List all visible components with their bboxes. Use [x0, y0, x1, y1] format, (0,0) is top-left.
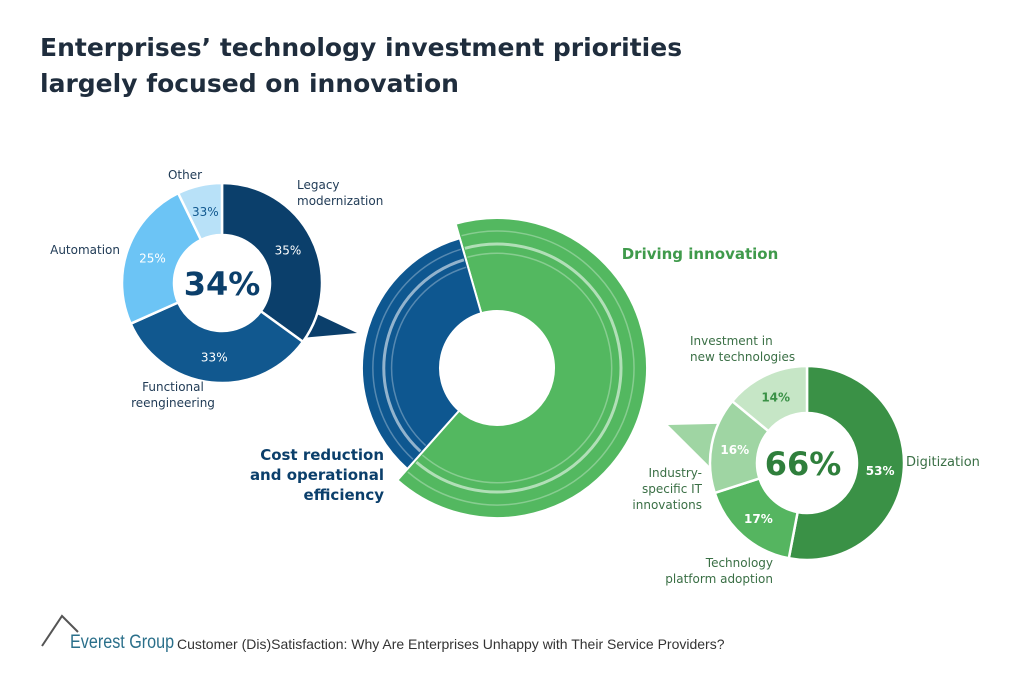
- cost-slice-1: [128, 300, 305, 385]
- main-slice-0: [395, 217, 648, 519]
- label-cost-reduction: Cost reduction and operational efficiency: [250, 446, 384, 504]
- innovation-legend-digitization: Digitization: [906, 455, 980, 470]
- chart-title: Enterprises’ technology investment prior…: [40, 33, 683, 98]
- innovation-legend-industry: Industry-specific IT innovations: [632, 466, 702, 512]
- brand-logo-text: Everest Group: [70, 632, 175, 653]
- innovation-legend-platform: Technology platform adoption: [665, 556, 773, 586]
- cost-callout-pointer: [303, 313, 357, 338]
- cost-slice-label: 33%: [192, 205, 219, 219]
- innovation-slice-label: 14%: [761, 390, 790, 404]
- innovation-slice-3: [730, 364, 809, 433]
- cost-slice-2: [120, 191, 203, 326]
- cost-slice-label: 35%: [275, 243, 302, 257]
- cost-legend-automation: Automation: [50, 243, 120, 257]
- innovation-slice-label: 17%: [744, 512, 773, 526]
- cost-slice-label: 25%: [139, 252, 166, 266]
- main-slice-ring: [415, 242, 623, 494]
- innovation-legend-investment: Investment in new technologies: [690, 334, 795, 364]
- innovation-slice-0: [787, 364, 906, 562]
- everest-logo-icon: [41, 614, 79, 647]
- cost-legend-legacy: Legacy modernization: [297, 178, 383, 208]
- source-text: Customer (Dis)Satisfaction: Why Are Ente…: [177, 636, 725, 652]
- innovation-center-label: 66%: [765, 445, 842, 483]
- cost-legend-other: Other: [168, 168, 202, 182]
- main-slice-ring: [390, 266, 467, 447]
- cost-legend-functional: Functional reengineering: [131, 380, 215, 410]
- cost-slice-0: [220, 181, 324, 344]
- main-slice-ring: [407, 230, 635, 506]
- cost-slice-label: 33%: [201, 351, 228, 365]
- cost-center-label: 34%: [184, 265, 261, 303]
- innovation-slice-label: 53%: [866, 464, 895, 478]
- label-driving-innovation: Driving innovation: [622, 245, 779, 263]
- main-slice-ring: [382, 258, 465, 453]
- innovation-slice-label: 16%: [720, 443, 749, 457]
- main-slice-ring: [372, 248, 461, 460]
- cost-slice-3: [176, 181, 224, 242]
- main-slice-ring: [421, 252, 613, 484]
